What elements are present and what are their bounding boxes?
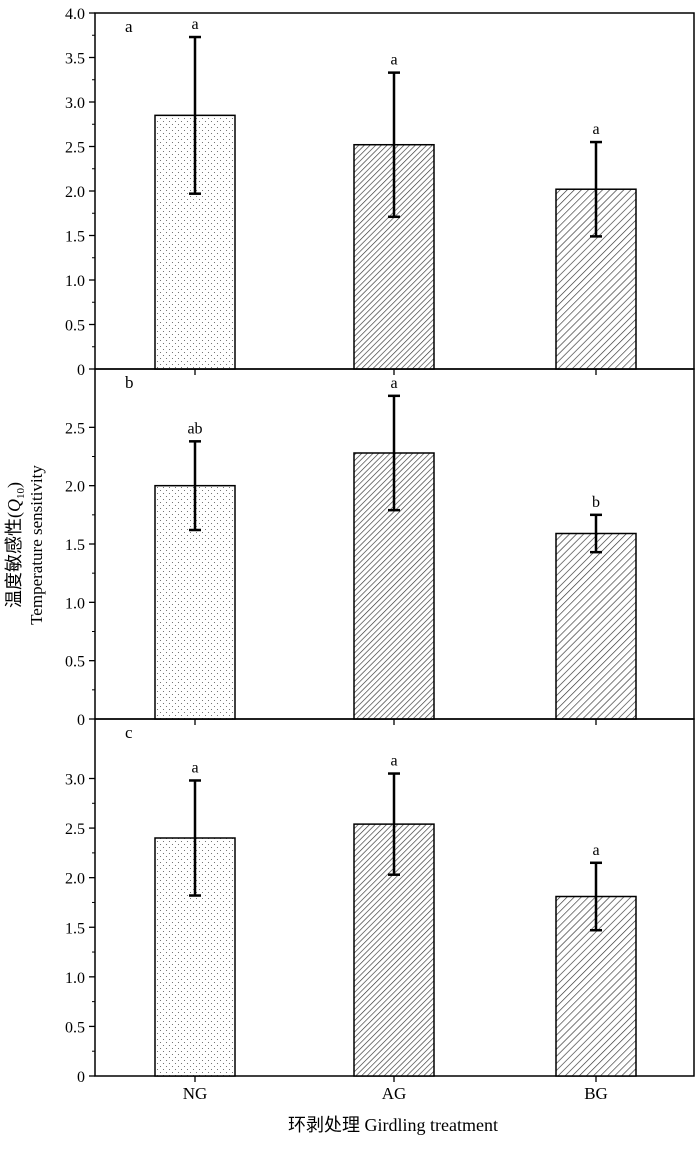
panel-c: 0 0.5 1.0 1.5 2.0 2.5 3.0 c a a a <box>65 718 695 1086</box>
y-tick-label: 0.5 <box>65 318 85 335</box>
significance-letter: a <box>191 16 198 33</box>
y-tick-label: 3.0 <box>65 95 85 112</box>
y-tick-label: 0 <box>77 712 85 729</box>
significance-letter: a <box>592 121 599 138</box>
y-tick-label: 0.5 <box>65 1019 85 1036</box>
significance-letter: a <box>390 753 397 770</box>
panel-label: a <box>125 17 133 36</box>
panels-group: 0 0.5 1.0 1.5 2.0 2.5 3.0 3.5 4.0 a a a a 0 0.5 1.0 1.5 2… <box>65 6 695 1103</box>
y-tick-label: 1.5 <box>65 920 85 937</box>
panel-label: c <box>125 723 133 742</box>
y-tick-label: 1.5 <box>65 229 85 246</box>
y-tick-label: 2.0 <box>65 184 85 201</box>
x-tick-label-BG: BG <box>584 1084 608 1103</box>
y-label-cn-text: 温度敏感性( <box>4 512 25 608</box>
bar-BG <box>555 532 637 720</box>
y-tick-label: 3.5 <box>65 51 85 68</box>
y-tick-label: 1.5 <box>65 537 85 554</box>
y-tick-label: 2.5 <box>65 821 85 838</box>
y-tick-label: 2.0 <box>65 479 85 496</box>
significance-letter: ab <box>187 420 202 437</box>
y-axis-label-english: Temperature sensitivity <box>27 465 46 625</box>
panel-label: b <box>125 373 134 392</box>
y-tick-label: 0 <box>77 1069 85 1086</box>
x-tick-label-NG: NG <box>183 1084 208 1103</box>
y-tick-label: 1.0 <box>65 595 85 612</box>
y-label-q: Q <box>4 499 24 512</box>
y-axis-label-chinese: 温度敏感性(Q10) <box>4 482 27 608</box>
y-label-close-paren: ) <box>4 482 25 488</box>
y-label-q-subscript: 10 <box>15 488 27 500</box>
x-axis-label: 环剥处理 Girdling treatment <box>288 1115 498 1135</box>
panel-a: 0 0.5 1.0 1.5 2.0 2.5 3.0 3.5 4.0 a a a a <box>65 6 695 379</box>
y-tick-label: 1.0 <box>65 273 85 290</box>
significance-letter: a <box>390 52 397 69</box>
y-tick-label: 2.0 <box>65 871 85 888</box>
significance-letter: b <box>592 494 600 511</box>
y-tick-label: 4.0 <box>65 6 85 23</box>
y-tick-label: 0 <box>77 362 85 379</box>
significance-letter: a <box>191 759 198 776</box>
y-tick-label: 2.5 <box>65 140 85 157</box>
y-tick-label: 0.5 <box>65 654 85 671</box>
significance-letter: a <box>592 842 599 859</box>
y-tick-label: 2.5 <box>65 420 85 437</box>
x-tick-label-AG: AG <box>382 1084 407 1103</box>
y-tick-label: 3.0 <box>65 772 85 789</box>
y-tick-label: 1.0 <box>65 970 85 987</box>
significance-letter: a <box>390 375 397 392</box>
